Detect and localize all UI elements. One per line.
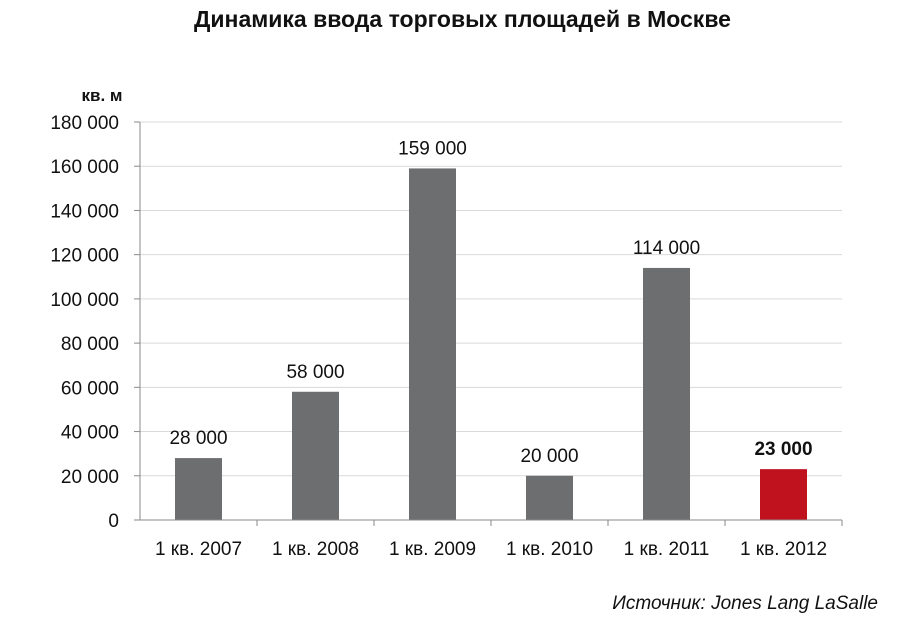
data-label: 28 000 (169, 428, 227, 449)
y-tick-label: 100 000 (50, 290, 119, 311)
x-tick-label: 1 кв. 2011 (624, 539, 710, 560)
axes (134, 121, 843, 526)
y-tick-label: 140 000 (50, 201, 119, 222)
bar-2 (292, 391, 339, 520)
y-tick-label: 80 000 (61, 334, 119, 355)
y-tick-label: 180 000 (50, 113, 119, 134)
y-tick-label: 40 000 (61, 423, 119, 444)
y-tick-label: 160 000 (50, 157, 119, 178)
labels: 0 20 000 40 000 60 000 80 000 100 000 120 000 1… (50, 113, 827, 560)
gridlines (140, 121, 842, 477)
y-tick-label: 0 (108, 511, 119, 532)
bar-3 (409, 168, 456, 520)
bars (175, 168, 807, 520)
x-tick-label: 1 кв. 2008 (272, 539, 359, 560)
bar-1 (175, 458, 222, 520)
y-tick-label: 120 000 (50, 246, 119, 267)
chart-title: Динамика ввода торговых площадей в Москв… (194, 6, 731, 32)
data-label: 20 000 (520, 446, 578, 467)
bar-6 (760, 469, 807, 520)
x-tick-label: 1 кв. 2007 (155, 539, 242, 560)
y-tick-label: 60 000 (61, 378, 119, 399)
bar-4 (526, 475, 573, 520)
bar-5 (643, 267, 690, 520)
y-axis-unit-label: кв. м (82, 86, 123, 105)
data-label: 159 000 (398, 138, 467, 159)
data-label: 114 000 (633, 238, 700, 259)
x-tick-label: 1 кв. 2009 (389, 539, 476, 560)
data-label: 23 000 (754, 439, 812, 460)
x-tick-label: 1 кв. 2012 (740, 539, 827, 560)
x-tick-label: 1 кв. 2010 (506, 539, 593, 560)
data-label: 58 000 (286, 362, 344, 383)
source-note: Источник: Jones Lang LaSalle (612, 593, 878, 614)
y-tick-label: 20 000 (61, 467, 119, 488)
